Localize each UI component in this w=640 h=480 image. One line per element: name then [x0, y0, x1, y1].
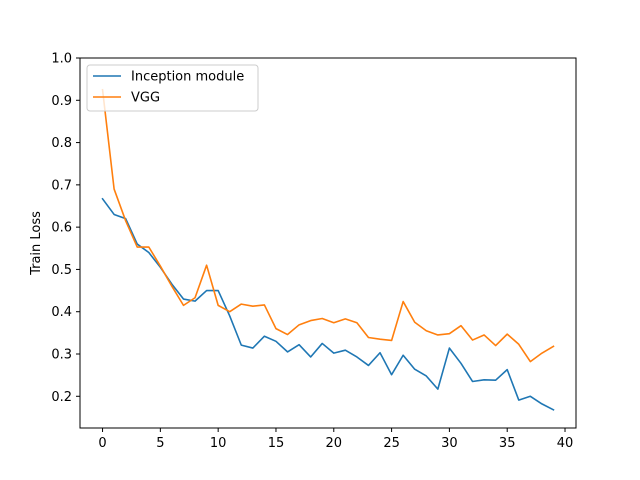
y-axis-label: Train Loss: [29, 211, 44, 276]
y-tick-label: 0.2: [51, 390, 72, 405]
x-tick-label: 40: [557, 436, 574, 451]
axis-ticks: 0 5 10 15 20 25 30 35 40 0.2 0.3 0.4 0.5 0.6 0.7 0.8 0.9…: [51, 52, 573, 452]
y-tick-label: 0.5: [51, 263, 72, 278]
x-tick-label: 30: [441, 436, 458, 451]
y-tick-label: 0.4: [51, 305, 72, 320]
series-line-inception-module: [101, 197, 555, 411]
x-tick-label: 20: [326, 436, 343, 451]
legend-label: VGG: [131, 91, 160, 106]
axes-frame: [79, 57, 577, 429]
x-tick-label: 5: [156, 436, 164, 451]
y-tick-label: 0.7: [51, 178, 72, 193]
x-tick-label: 10: [210, 436, 227, 451]
legend-box: [86, 64, 259, 112]
y-tick-label: 0.8: [51, 136, 72, 151]
y-tick-label: 0.9: [51, 94, 72, 109]
x-tick-label: 0: [98, 436, 106, 451]
x-tick-label: 35: [499, 436, 516, 451]
series-line-vgg: [101, 88, 555, 363]
y-tick-label: 0.3: [51, 348, 72, 363]
legend: Inception module VGG: [86, 64, 259, 112]
plot-area: [101, 88, 555, 411]
y-tick-label: 1.0: [51, 52, 72, 67]
x-tick-label: 25: [383, 436, 400, 451]
legend-label: Inception module: [131, 70, 244, 85]
x-tick-label: 15: [268, 436, 285, 451]
y-tick-label: 0.6: [51, 221, 72, 236]
